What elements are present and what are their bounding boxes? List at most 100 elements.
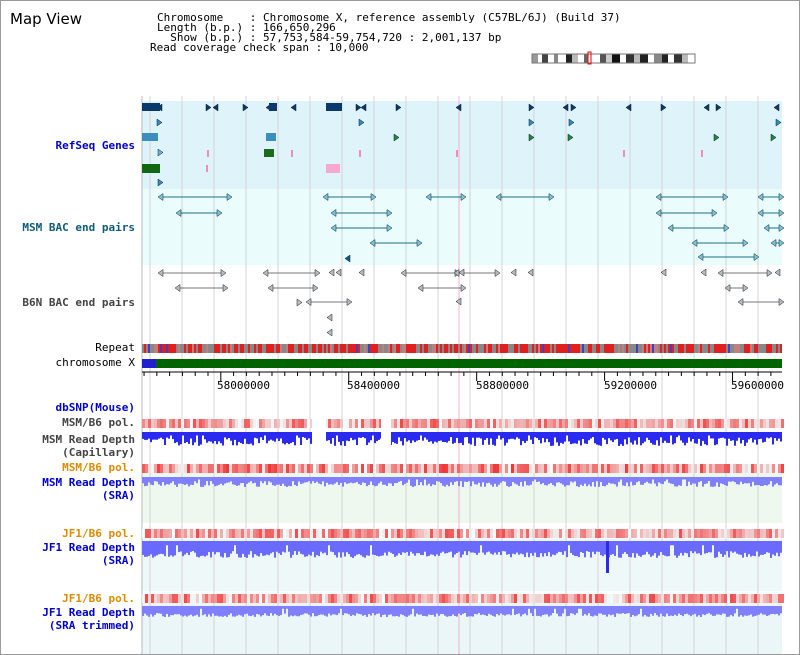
depth-bar [142, 477, 144, 484]
depth-bar [624, 606, 626, 614]
pol-heat-cell [763, 464, 766, 473]
depth-bar [300, 606, 302, 615]
depth-bar [600, 606, 602, 614]
pol-heat-cell [511, 419, 514, 428]
depth-bar [384, 541, 386, 553]
depth-bar [718, 606, 720, 615]
depth-bar [170, 432, 172, 436]
depth-bar [516, 541, 518, 553]
pol-heat-cell [763, 529, 766, 538]
depth-bar [628, 477, 630, 487]
label-msm-b6-pol[interactable]: MSM/B6 pol. [62, 416, 135, 429]
pol-heat-cell [619, 594, 622, 603]
pol-heat-cell [442, 464, 445, 473]
depth-bar [754, 432, 756, 440]
depth-bar [496, 606, 498, 614]
pol-heat-cell [397, 529, 400, 538]
depth-bar [204, 477, 206, 486]
pol-heat-cell [148, 529, 151, 538]
depth-bar [604, 541, 606, 555]
repeat-segment [776, 344, 778, 353]
depth-bar [354, 477, 356, 483]
repeat-segment [438, 344, 440, 353]
depth-bar [618, 432, 620, 446]
label-b6n-bac[interactable]: B6N BAC end pairs [22, 296, 135, 309]
pol-heat-cell [211, 529, 214, 538]
depth-bar [202, 432, 204, 436]
pol-heat-cell [544, 419, 547, 428]
depth-bar [658, 606, 660, 617]
depth-bar [634, 541, 636, 558]
repeat-segment [320, 344, 322, 353]
depth-bar [518, 432, 520, 439]
depth-bar [476, 606, 478, 615]
repeat-segment [626, 344, 628, 353]
repeat-segment [358, 344, 360, 353]
depth-bar [430, 432, 432, 442]
depth-bar [290, 606, 292, 616]
repeat-segment [238, 344, 240, 353]
depth-bar [600, 432, 602, 446]
label-jf1-read-depth-trimmed[interactable]: JF1 Read Depth [42, 606, 135, 619]
pol-heat-cell [358, 529, 361, 538]
depth-bar [306, 432, 308, 440]
pol-heat-cell [289, 529, 292, 538]
depth-bar [158, 477, 160, 485]
label-jf1-b6-pol-trimmed[interactable]: JF1/B6 pol. [62, 592, 135, 605]
pol-heat-cell [631, 419, 634, 428]
pol-heat-cell [772, 464, 775, 473]
pol-heat-cell [286, 529, 289, 538]
pol-heat-cell [586, 464, 589, 473]
depth-bar [240, 477, 242, 484]
pol-heat-cell [613, 464, 616, 473]
pol-heat-cell [196, 419, 199, 428]
label-jf1-read-depth[interactable]: JF1 Read Depth [42, 541, 135, 554]
pol-heat-cell [682, 464, 685, 473]
label-refseq-genes[interactable]: RefSeq Genes [55, 139, 135, 152]
refseq-track-bg [142, 101, 782, 189]
label-msm-bac[interactable]: MSM BAC end pairs [22, 221, 135, 234]
pol-heat-cell [640, 529, 643, 538]
axis-tick-58400000: 58400000 [347, 379, 400, 392]
depth-bar [430, 606, 432, 616]
pol-heat-cell [223, 594, 226, 603]
ideogram-band [688, 54, 695, 63]
pol-heat-cell [223, 529, 226, 538]
depth-bar [686, 541, 688, 554]
depth-bar [338, 477, 340, 485]
depth-bar [268, 606, 270, 617]
pol-heat-cell [511, 594, 514, 603]
depth-bar [162, 541, 164, 555]
depth-bar [766, 541, 768, 553]
label-jf1-b6-pol[interactable]: JF1/B6 pol. [62, 527, 135, 540]
pol-heat-cell [205, 419, 208, 428]
pol-heat-cell [697, 529, 700, 538]
depth-bar [178, 477, 180, 484]
depth-bar [356, 606, 358, 614]
label-msm-read-depth-sra[interactable]: MSM Read Depth [42, 476, 135, 489]
depth-bar [406, 432, 408, 442]
label-dbsnp[interactable]: dbSNP(Mouse) [55, 401, 135, 414]
depth-bar [292, 541, 294, 555]
depth-bar [234, 477, 236, 485]
repeat-segment [288, 344, 290, 353]
label-msm-read-depth[interactable]: MSM Read Depth [42, 433, 135, 446]
depth-bar [748, 606, 750, 616]
pol-heat-cell [169, 419, 172, 428]
depth-bar [558, 541, 560, 552]
repeat-segment [560, 344, 562, 353]
depth-bar [254, 606, 256, 617]
repeat-segment [538, 344, 540, 353]
depth-bar [190, 432, 192, 439]
label-msm-b6-pol-sra[interactable]: MSM/B6 pol. [62, 461, 135, 474]
pol-heat-cell [388, 529, 391, 538]
pol-heat-cell [223, 464, 226, 473]
repeat-segment [638, 344, 640, 353]
pol-heat-cell [265, 419, 268, 428]
pol-heat-cell [649, 419, 652, 428]
repeat-segment [620, 344, 622, 353]
gene-arrow [667, 224, 674, 232]
pol-heat-cell [637, 529, 640, 538]
depth-bar [556, 541, 558, 554]
